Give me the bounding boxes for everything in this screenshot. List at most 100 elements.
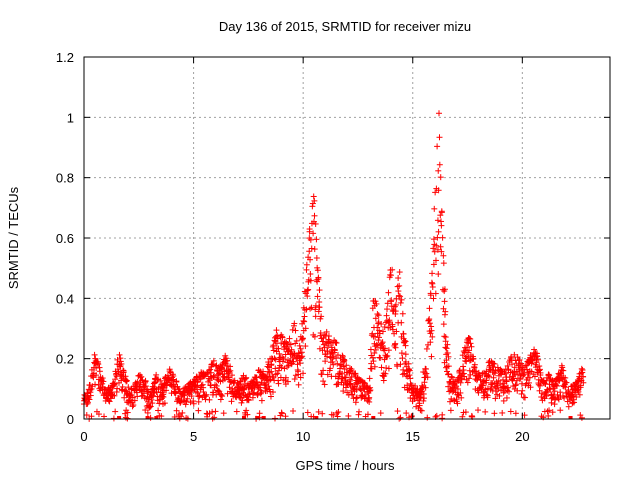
data-point xyxy=(300,370,307,377)
data-point xyxy=(190,397,197,404)
data-point xyxy=(381,324,388,331)
data-point xyxy=(512,381,519,388)
zero-point xyxy=(261,416,266,419)
data-point xyxy=(244,411,251,418)
data-point xyxy=(209,408,216,415)
data-point xyxy=(182,401,189,408)
data-point xyxy=(441,298,448,305)
data-point xyxy=(117,358,124,365)
data-point xyxy=(304,293,311,300)
data-point xyxy=(542,389,549,396)
data-point xyxy=(432,290,439,297)
data-point xyxy=(405,360,412,367)
data-point xyxy=(396,269,403,276)
data-point xyxy=(258,397,265,404)
data-point xyxy=(423,370,430,377)
data-point xyxy=(420,395,427,402)
y-axis-label: SRMTID / TECUs xyxy=(6,186,21,289)
data-point xyxy=(505,384,512,391)
data-point xyxy=(314,278,321,285)
data-point xyxy=(388,297,395,304)
data-point xyxy=(202,393,209,400)
data-point xyxy=(327,365,334,372)
data-point xyxy=(527,384,534,391)
data-point xyxy=(537,372,544,379)
data-point xyxy=(378,320,385,327)
data-point xyxy=(379,328,386,335)
data-point xyxy=(270,342,277,349)
data-point xyxy=(274,370,281,377)
data-point xyxy=(432,257,439,264)
data-point xyxy=(397,293,404,300)
data-point xyxy=(565,387,572,394)
data-point xyxy=(123,378,130,385)
data-point xyxy=(307,256,314,263)
data-point xyxy=(445,370,452,377)
data-point xyxy=(206,410,213,417)
data-point xyxy=(475,407,482,414)
data-point xyxy=(233,408,240,415)
data-point xyxy=(467,340,474,347)
data-point xyxy=(356,408,363,415)
data-point xyxy=(385,365,392,372)
data-point xyxy=(243,407,250,414)
data-point xyxy=(123,377,130,384)
data-point xyxy=(95,361,102,368)
data-point xyxy=(466,347,473,354)
data-point xyxy=(318,313,325,320)
data-point xyxy=(229,372,236,379)
data-point xyxy=(206,396,213,403)
data-point xyxy=(307,277,314,284)
data-point xyxy=(153,388,160,395)
data-point xyxy=(245,397,252,404)
data-point xyxy=(271,415,278,422)
data-point xyxy=(361,391,368,398)
y-tick-label: 0.8 xyxy=(56,171,74,186)
data-point xyxy=(553,382,560,389)
data-point xyxy=(372,315,379,322)
data-point xyxy=(291,320,298,327)
data-point xyxy=(226,384,233,391)
data-point xyxy=(226,368,233,375)
data-point xyxy=(160,393,167,400)
data-point xyxy=(426,316,433,323)
data-point xyxy=(392,344,399,351)
data-point xyxy=(275,380,282,387)
data-point xyxy=(335,380,342,387)
data-point xyxy=(129,403,136,410)
data-point xyxy=(297,345,304,352)
data-point xyxy=(288,346,295,353)
data-point xyxy=(142,377,149,384)
data-point xyxy=(434,234,441,241)
data-point xyxy=(353,395,360,402)
data-point xyxy=(287,341,294,348)
data-point xyxy=(522,394,529,401)
data-point xyxy=(375,337,382,344)
data-point xyxy=(314,293,321,300)
data-point xyxy=(315,408,322,415)
data-point xyxy=(372,346,379,353)
data-point xyxy=(384,352,391,359)
data-point xyxy=(382,370,389,377)
data-point xyxy=(303,306,310,313)
data-point xyxy=(486,373,493,380)
data-point xyxy=(438,209,445,216)
data-point xyxy=(334,351,341,358)
data-point xyxy=(463,358,470,365)
data-point xyxy=(518,390,525,397)
data-point xyxy=(147,403,154,410)
data-point xyxy=(219,393,226,400)
data-point xyxy=(298,354,305,361)
data-point xyxy=(448,395,455,402)
data-point xyxy=(218,391,225,398)
data-point xyxy=(121,394,128,401)
data-point xyxy=(438,248,445,255)
data-point xyxy=(113,373,120,380)
data-point xyxy=(431,248,438,255)
data-point xyxy=(342,374,349,381)
data-point xyxy=(86,396,93,403)
data-point xyxy=(237,378,244,385)
data-point xyxy=(361,379,368,386)
data-point xyxy=(251,389,258,396)
